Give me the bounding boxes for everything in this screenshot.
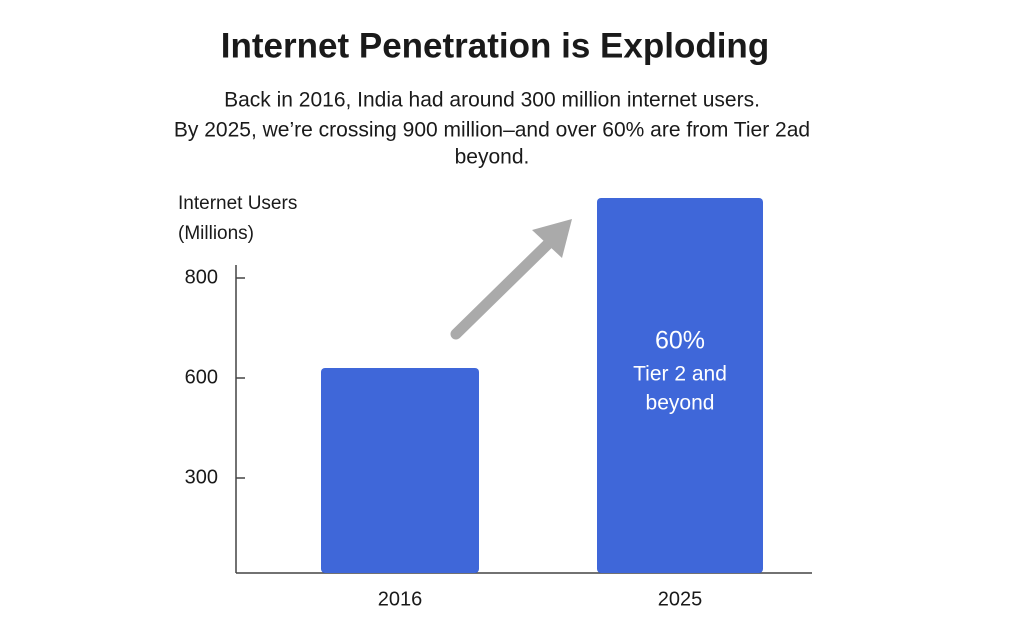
- y-tick-label: 800: [185, 266, 218, 288]
- y-axis-label: (Millions): [178, 223, 254, 244]
- x-tick-label: 2025: [658, 588, 703, 610]
- bar: [321, 368, 479, 573]
- bar-annotation-line: beyond: [646, 392, 715, 415]
- chart-title: Internet Penetration is Exploding: [221, 26, 769, 65]
- bar-annotation-line: Tier 2 and: [633, 363, 727, 386]
- x-tick-label: 2016: [378, 588, 423, 610]
- subtitle-line: Back in 2016, India had around 300 milli…: [224, 89, 760, 112]
- y-axis-label: Internet Users: [178, 193, 297, 214]
- bar-annotation: 60%: [655, 327, 705, 355]
- y-tick-label: 600: [185, 366, 218, 388]
- y-tick-label: 300: [185, 466, 218, 488]
- subtitle-line: beyond.: [455, 146, 530, 169]
- subtitle-line: By 2025, we’re crossing 900 million–and …: [174, 119, 810, 142]
- trend-arrow-head: [532, 219, 572, 258]
- trend-arrow: [450, 234, 558, 340]
- bar: [597, 198, 763, 573]
